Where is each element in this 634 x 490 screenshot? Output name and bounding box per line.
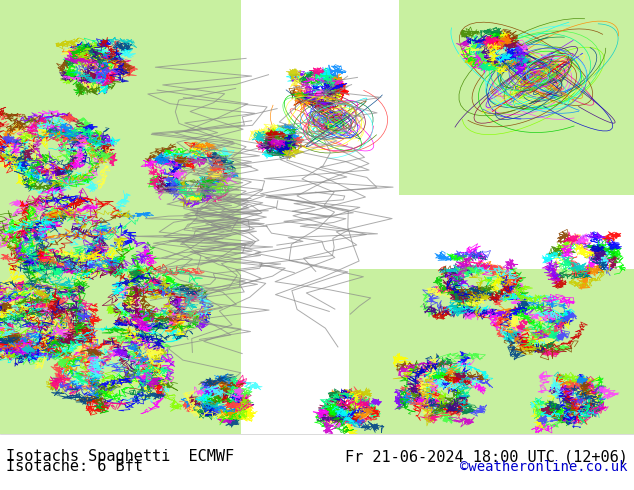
FancyBboxPatch shape bbox=[399, 0, 634, 195]
FancyBboxPatch shape bbox=[349, 269, 634, 434]
Text: Fr 21-06-2024 18:00 UTC (12+06): Fr 21-06-2024 18:00 UTC (12+06) bbox=[345, 449, 628, 465]
Text: ©weatheronline.co.uk: ©weatheronline.co.uk bbox=[460, 460, 628, 474]
FancyBboxPatch shape bbox=[0, 0, 241, 434]
Text: Isotachs Spaghetti  ECMWF: Isotachs Spaghetti ECMWF bbox=[6, 449, 235, 465]
Text: Isotache: 6 Bft: Isotache: 6 Bft bbox=[6, 459, 143, 474]
